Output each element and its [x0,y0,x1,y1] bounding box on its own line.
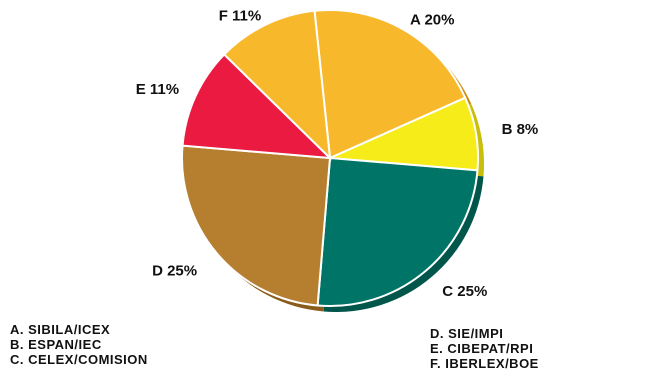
legend-item-b: B. ESPAN/IEC [10,337,102,352]
pie-labels: A 20% B 8% C 25% D 25% E 11% F 11% [136,8,539,300]
legend-right-column: D. SIE/IMPI E. CIBEPAT/RPI F. IBERLEX/BO… [430,326,539,371]
legend-left-column: A. SIBILA/ICEX B. ESPAN/IEC C. CELEX/COM… [10,322,148,367]
legend-item-f: F. IBERLEX/BOE [430,356,539,371]
legend-item-e: E. CIBEPAT/RPI [430,341,534,356]
legend-item-c: C. CELEX/COMISION [10,352,148,367]
legend-item-d: D. SIE/IMPI [430,326,504,341]
pie-slice-f [222,9,332,161]
pie-slice-a [313,9,467,160]
legend-item-a: A. SIBILA/ICEX [10,322,111,337]
slice-label-c: C 25% [442,283,487,300]
slice-label-d: D 25% [152,262,197,279]
slice-label-f: F 11% [219,8,262,25]
pie-chart: A 20% B 8% C 25% D 25% E 11% F 11% [136,8,539,312]
slice-label-b: B 8% [502,121,539,138]
pie-slice-d [181,144,332,307]
pie-slice-e [181,53,333,160]
slice-label-a: A 20% [410,11,454,28]
pie-slices [181,9,479,307]
pie-slice-c [316,156,479,307]
slice-label-e: E 11% [136,81,179,98]
